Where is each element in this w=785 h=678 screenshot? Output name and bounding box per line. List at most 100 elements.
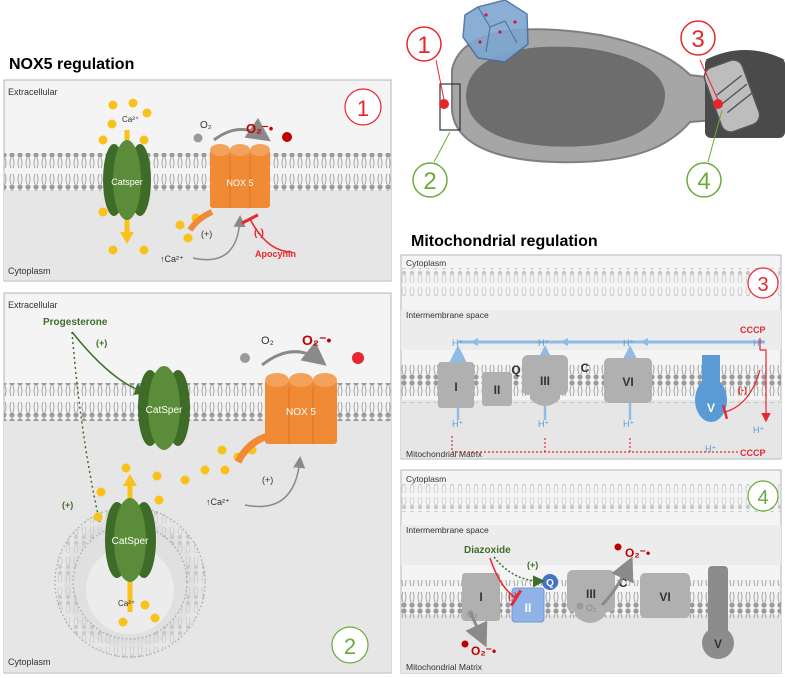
- membrane-marker: [439, 99, 449, 109]
- panel3-h-top-3: H⁺: [623, 338, 634, 348]
- overview-badge-3: [680, 20, 716, 56]
- panel3-complex-1: [438, 362, 474, 408]
- panel2-superoxide: O₂⁻•: [302, 332, 332, 348]
- panel1-catsper-channel: Catsper: [103, 130, 151, 244]
- mito-marker: [713, 99, 723, 109]
- panel3-cytoplasm: Cytoplasm: [406, 258, 446, 268]
- panel1-nox5-enzyme: NOX 5: [187, 144, 270, 232]
- panel2-progesterone-arrow-top: [71, 331, 147, 396]
- overview-badge-2-label: 2: [423, 168, 436, 195]
- panel4-badge: [747, 480, 779, 512]
- panel1-o2-dot: [193, 133, 203, 143]
- panel4-minus: (-): [508, 591, 517, 601]
- panel1-membrane: [4, 153, 391, 191]
- panel4-plus: (+): [527, 560, 538, 570]
- panel3-minus: (-): [738, 385, 747, 395]
- panel2-ca-up: ↑Ca²⁺: [206, 497, 230, 507]
- panel3-c5-label: V: [707, 401, 715, 415]
- panel3-c1-label: I: [454, 380, 457, 394]
- overview-badge-4: [686, 162, 722, 198]
- panel4-badge-label: 4: [757, 487, 768, 509]
- panel3-cccp-bottom: CCCP: [740, 448, 766, 458]
- panel1-cytoplasm: Cytoplasm: [8, 266, 51, 276]
- acrosome-polyhedron: [462, 0, 529, 63]
- panel2-plus-right: (+): [262, 475, 273, 485]
- panel1-superoxide: O₂⁻•: [246, 121, 274, 136]
- panel3-c-label: C: [581, 361, 590, 375]
- panel2-extracellular: Extracellular: [8, 300, 58, 310]
- panel3-cccp-top: CCCP: [740, 325, 766, 335]
- panel2-nox5-label: NOX 5: [286, 407, 316, 418]
- panel-2: Extracellular Cytoplasm 2 Progesterone (…: [3, 292, 392, 674]
- panel3-c3-label: III: [540, 374, 550, 388]
- panel1-catsper-label: Catsper: [111, 177, 143, 187]
- panel4-q-circle: [542, 574, 558, 590]
- panel2-o2-arrow: [261, 341, 327, 367]
- panel1-extracellular: Extracellular: [8, 87, 58, 97]
- panel3-h-bot-4: H⁺: [705, 444, 716, 454]
- panel3-matrix: Mitochondrial Matrix: [406, 449, 483, 459]
- panel3-badge-label: 3: [757, 274, 768, 296]
- panel3-atp-synthase: [695, 355, 727, 422]
- panel1-plus: (+): [201, 229, 212, 239]
- panel3-h-bot-2: H⁺: [538, 419, 549, 429]
- panel1-apocynin-inhibit: [241, 213, 293, 253]
- panel1-apocynin: Apocynin: [255, 249, 296, 259]
- panel2-badge-label: 2: [344, 634, 356, 659]
- panel3-outer-membrane: [401, 268, 781, 296]
- panel2-catsper-membrane: CatSper: [138, 366, 190, 450]
- panel2-catsper-vesicle-label: CatSper: [112, 536, 149, 547]
- panel2-progesterone: Progesterone: [43, 317, 108, 328]
- mito-title: Mitochondrial regulation: [411, 233, 598, 250]
- nox5-title: NOX5 regulation: [9, 56, 134, 73]
- panel4-diazoxide: Diazoxide: [464, 545, 511, 556]
- panel1-calcium-ions: [98, 98, 201, 255]
- panel2-o2: O₂: [261, 335, 274, 347]
- sperm-head-inner: [466, 46, 665, 147]
- panel1-superoxide-dot: [282, 132, 292, 142]
- overview-badge-1: [406, 26, 442, 62]
- panel1-nox5-label: NOX 5: [226, 178, 253, 188]
- panel2-superoxide-dot: [352, 352, 364, 364]
- panel3-ims: Intermembrane space: [406, 310, 489, 320]
- panel1-badge-label: 1: [357, 96, 369, 121]
- panel2-catsper-top-label: CatSper: [146, 405, 183, 416]
- panel3-h-top-4: H⁺: [753, 338, 764, 348]
- panel1-ca-arrow: [192, 215, 246, 261]
- panel2-o2-dot: [240, 353, 250, 363]
- panel4-cytoplasm: Cytoplasm: [406, 474, 446, 484]
- panel4-c6-label: VI: [659, 590, 670, 604]
- panel4-ims: Intermembrane space: [406, 525, 489, 535]
- panel3-h-bot-1: H⁺: [452, 419, 463, 429]
- panel1-minus: (-): [254, 228, 264, 239]
- panel3-cccp-inhibit: [721, 369, 761, 420]
- panel4-c5-label: V: [714, 637, 722, 651]
- panel3-h-top-2: H⁺: [538, 338, 549, 348]
- overview-badge-1-label: 1: [417, 32, 430, 59]
- panel-3: Cytoplasm Intermembrane space Mitochondr…: [400, 254, 782, 460]
- panel4-o2-right: O₂: [586, 603, 597, 613]
- sperm-overview: 1 2 3 4: [406, 0, 785, 198]
- overview-badge-2: [412, 162, 448, 198]
- panel3-c2-label: II: [494, 383, 501, 397]
- panel3-badge: [747, 267, 779, 299]
- panel4-c3-label: III: [586, 587, 596, 601]
- panel3-h-bot-3: H⁺: [623, 419, 634, 429]
- panel4-c2-label: II: [525, 601, 532, 615]
- panel2-plus-left: (+): [62, 500, 73, 510]
- overview-badge-3-label: 3: [691, 26, 704, 53]
- panel4-o2-left: O₂: [467, 609, 478, 619]
- panel-4: Cytoplasm Intermembrane space Mitochondr…: [400, 469, 782, 674]
- panel4-matrix: Mitochondrial Matrix: [406, 662, 483, 672]
- panel3-q-label: Q: [511, 363, 520, 377]
- panel1-o2-arrow: [213, 117, 271, 142]
- panel1-ca-up: ↑Ca²⁺: [160, 254, 184, 264]
- panel4-c1-label: I: [479, 590, 482, 604]
- panel3-c6-label: VI: [622, 375, 633, 389]
- panel2-ca-bottom: Ca²⁺: [118, 599, 135, 608]
- panel4-q-label: Q: [546, 578, 554, 589]
- panel4-superoxide-left: O₂⁻•: [471, 644, 496, 658]
- panel2-ca-arrow: [244, 456, 306, 508]
- overview-badge-4-label: 4: [697, 168, 710, 195]
